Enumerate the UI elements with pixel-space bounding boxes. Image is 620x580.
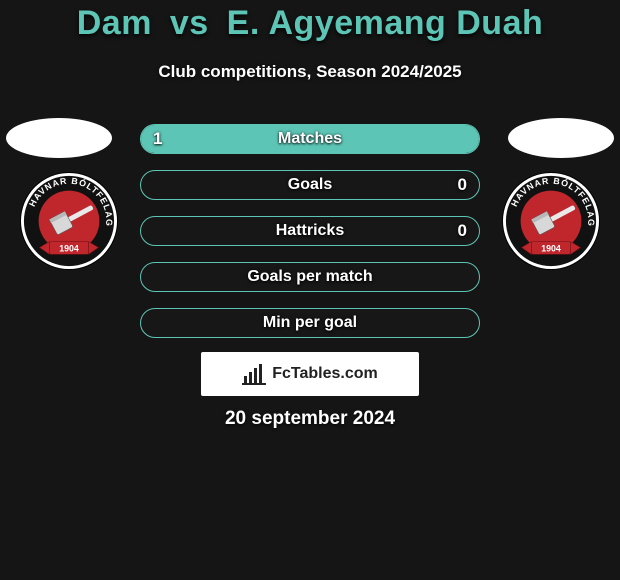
generation-date: 20 september 2024 bbox=[0, 408, 620, 430]
stat-bar-value-right: 0 bbox=[435, 171, 475, 199]
stat-bar-label: Hattricks bbox=[141, 217, 479, 245]
player-right-avatar bbox=[508, 118, 614, 158]
page-title: Dam vs E. Agyemang Duah bbox=[0, 4, 620, 43]
stat-bar-label: Matches bbox=[141, 125, 479, 153]
club-crest-icon: HAVNAR BÓLTFELAG 1904 bbox=[20, 172, 118, 270]
svg-text:1904: 1904 bbox=[59, 243, 79, 253]
club-badge-right: HAVNAR BÓLTFELAG 1904 bbox=[502, 172, 600, 270]
stat-bar: Min per goal bbox=[140, 308, 480, 338]
comparison-infographic: Dam vs E. Agyemang Duah Club competition… bbox=[0, 0, 620, 580]
svg-text:1904: 1904 bbox=[541, 243, 561, 253]
subtitle: Club competitions, Season 2024/2025 bbox=[0, 62, 620, 82]
comparison-bars: Matches1Goals0Hattricks0Goals per matchM… bbox=[140, 124, 480, 354]
bar-chart-icon bbox=[242, 362, 266, 386]
stat-bar-label: Goals per match bbox=[141, 263, 479, 291]
stat-bar-label: Min per goal bbox=[141, 309, 479, 337]
stat-bar-value-left: 1 bbox=[145, 125, 185, 153]
attribution-text: FcTables.com bbox=[272, 365, 378, 383]
stat-bar-label: Goals bbox=[141, 171, 479, 199]
stat-bar: Matches1 bbox=[140, 124, 480, 154]
stat-bar-value-right: 0 bbox=[435, 217, 475, 245]
club-badge-left: HAVNAR BÓLTFELAG 1904 bbox=[20, 172, 118, 270]
player-left-avatar bbox=[6, 118, 112, 158]
stat-bar: Hattricks0 bbox=[140, 216, 480, 246]
title-vs: vs bbox=[170, 4, 209, 42]
attribution-badge: FcTables.com bbox=[201, 352, 419, 396]
title-right-name: E. Agyemang Duah bbox=[227, 4, 544, 42]
stat-bar: Goals per match bbox=[140, 262, 480, 292]
title-left-name: Dam bbox=[77, 4, 152, 42]
stat-bar: Goals0 bbox=[140, 170, 480, 200]
club-crest-icon: HAVNAR BÓLTFELAG 1904 bbox=[502, 172, 600, 270]
